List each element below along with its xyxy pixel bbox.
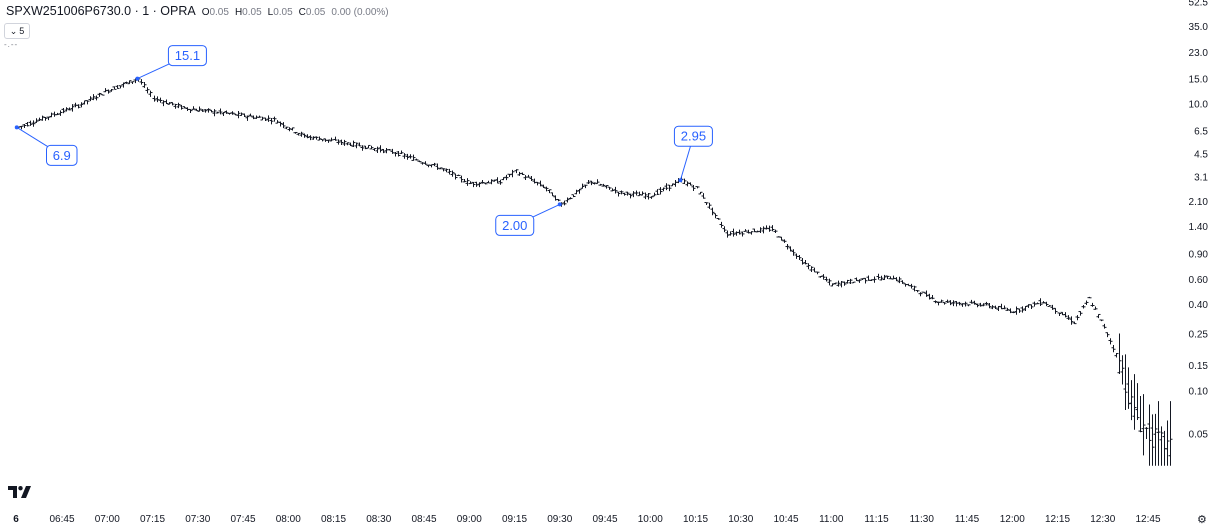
y-tick-label: 0.60 xyxy=(1189,275,1209,286)
y-tick-label: 10.0 xyxy=(1189,100,1209,111)
callout-point xyxy=(678,178,683,183)
callout-label: 2.00 xyxy=(502,218,527,233)
y-tick-label: 1.40 xyxy=(1189,222,1209,233)
x-tick-label: 07:00 xyxy=(95,514,120,525)
y-tick-label: 23.0 xyxy=(1189,48,1209,59)
x-tick-label: 06:45 xyxy=(49,514,74,525)
x-tick-label: 08:45 xyxy=(411,514,436,525)
x-tick-label: 09:15 xyxy=(502,514,527,525)
x-tick-label: 09:00 xyxy=(457,514,482,525)
x-tick-label: 07:15 xyxy=(140,514,165,525)
callout-box xyxy=(167,45,207,67)
price-callouts: 15.1 6.9 2.00 2.95 xyxy=(14,45,713,236)
collapse-button[interactable]: ⌄ 5 xyxy=(4,23,30,39)
chart-header: SPXW251006P6730.0 · 1 · OPRA O0.05 H0.05… xyxy=(6,4,389,20)
tradingview-logo-icon[interactable] xyxy=(8,485,32,499)
low-value: 0.05 xyxy=(273,7,293,18)
x-tick-label: 11:30 xyxy=(910,514,935,525)
time-axis: 6 06:45 07:00 07:15 07:30 07:45 08:00 08:15 08:3… xyxy=(13,514,1161,525)
indicator-dots[interactable]: -.-- xyxy=(4,40,19,49)
x-tick-label: 12:00 xyxy=(1000,514,1025,525)
high-value: 0.05 xyxy=(242,7,262,18)
open-value: 0.05 xyxy=(209,7,229,18)
x-tick-label: 09:30 xyxy=(547,514,572,525)
close-label: C xyxy=(298,7,306,18)
x-tick-label: 11:15 xyxy=(864,514,889,525)
callout-box xyxy=(495,214,535,236)
high-label: H xyxy=(234,7,243,18)
x-tick-label: 07:45 xyxy=(230,514,255,525)
y-tick-label: 6.5 xyxy=(1194,127,1208,138)
x-tick-label: 10:30 xyxy=(728,514,753,525)
y-tick-label: 0.25 xyxy=(1189,329,1209,340)
price-axis: 52.5 35.0 23.0 15.0 10.0 6.5 4.5 3.1 2.10 1.40 0.9… xyxy=(1189,0,1209,441)
open-label: O xyxy=(201,7,210,18)
callout-point xyxy=(135,76,140,81)
callout-label: 2.95 xyxy=(681,129,706,144)
x-tick-label: 6 xyxy=(13,514,19,525)
x-tick-label: 09:45 xyxy=(592,514,617,525)
x-tick-label: 10:45 xyxy=(773,514,798,525)
gear-icon[interactable]: ⚙ xyxy=(1197,514,1207,526)
low-label: L xyxy=(267,7,274,18)
x-tick-label: 12:30 xyxy=(1090,514,1115,525)
y-tick-label: 0.40 xyxy=(1189,300,1209,311)
callout-box xyxy=(46,144,78,166)
callout-box xyxy=(673,125,713,147)
y-tick-label: 2.10 xyxy=(1189,197,1209,208)
y-tick-label: 4.5 xyxy=(1194,149,1208,160)
x-tick-label: 08:00 xyxy=(276,514,301,525)
y-tick-label: 0.10 xyxy=(1189,386,1209,397)
change-value: 0.00 (0.00%) xyxy=(331,7,389,18)
x-tick-label: 10:00 xyxy=(638,514,663,525)
ohlc-bars xyxy=(16,77,1173,466)
x-tick-label: 11:00 xyxy=(819,514,844,525)
chevron-down-icon: ⌄ xyxy=(9,25,18,36)
y-tick-label: 15.0 xyxy=(1189,75,1209,86)
callout-point xyxy=(14,125,19,130)
x-tick-label: 10:15 xyxy=(683,514,708,525)
ohlc-readout: O0.05 H0.05 L0.05 C0.05 0.00 (0.00%) xyxy=(202,7,389,18)
y-tick-label: 52.5 xyxy=(1189,0,1209,9)
y-tick-label: 0.05 xyxy=(1189,430,1209,441)
x-tick-label: 08:30 xyxy=(366,514,391,525)
x-tick-label: 08:15 xyxy=(321,514,346,525)
callout-label: 15.1 xyxy=(175,48,200,63)
x-tick-label: 12:15 xyxy=(1045,514,1070,525)
symbol-title[interactable]: SPXW251006P6730.0 · 1 · OPRA xyxy=(6,4,196,18)
callout-point xyxy=(557,202,562,207)
y-tick-label: 0.90 xyxy=(1189,250,1209,261)
y-tick-label: 3.1 xyxy=(1194,173,1208,184)
x-tick-label: 07:30 xyxy=(185,514,210,525)
x-tick-label: 12:45 xyxy=(1135,514,1160,525)
collapse-count: 5 xyxy=(19,26,25,36)
y-tick-label: 0.15 xyxy=(1189,361,1209,372)
close-value: 0.05 xyxy=(305,7,326,18)
x-tick-label: 11:45 xyxy=(955,514,980,525)
y-tick-label: 35.0 xyxy=(1189,22,1209,33)
callout-label: 6.9 xyxy=(53,148,71,163)
